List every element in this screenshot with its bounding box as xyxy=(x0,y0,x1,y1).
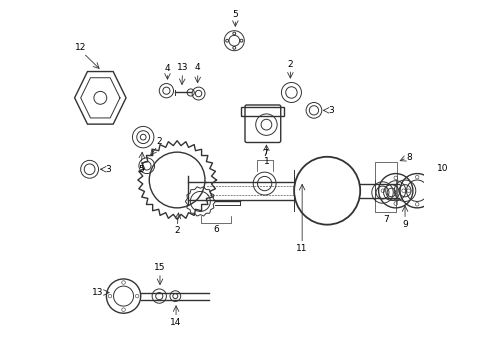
Text: 2: 2 xyxy=(174,226,180,235)
Text: 5: 5 xyxy=(232,10,238,19)
Text: 5: 5 xyxy=(138,165,144,174)
Text: 4: 4 xyxy=(165,64,171,73)
Text: 2: 2 xyxy=(288,60,293,69)
Text: 13: 13 xyxy=(177,63,188,72)
Bar xyxy=(242,107,284,116)
Text: 13: 13 xyxy=(92,288,103,297)
Text: 10: 10 xyxy=(437,164,449,173)
Text: 7: 7 xyxy=(383,215,389,224)
Text: 4: 4 xyxy=(195,63,201,72)
Text: 12: 12 xyxy=(75,43,86,52)
Text: 8: 8 xyxy=(406,153,412,162)
Text: 14: 14 xyxy=(171,318,182,327)
Text: 9: 9 xyxy=(402,220,408,229)
Text: 1: 1 xyxy=(264,157,270,166)
Text: 15: 15 xyxy=(154,263,166,272)
Text: 6: 6 xyxy=(213,225,219,234)
Text: 11: 11 xyxy=(296,244,308,253)
Text: 3: 3 xyxy=(106,165,111,174)
Text: 3: 3 xyxy=(328,106,334,115)
Polygon shape xyxy=(74,72,126,124)
Text: 2: 2 xyxy=(156,137,162,146)
Text: 7: 7 xyxy=(262,149,268,158)
